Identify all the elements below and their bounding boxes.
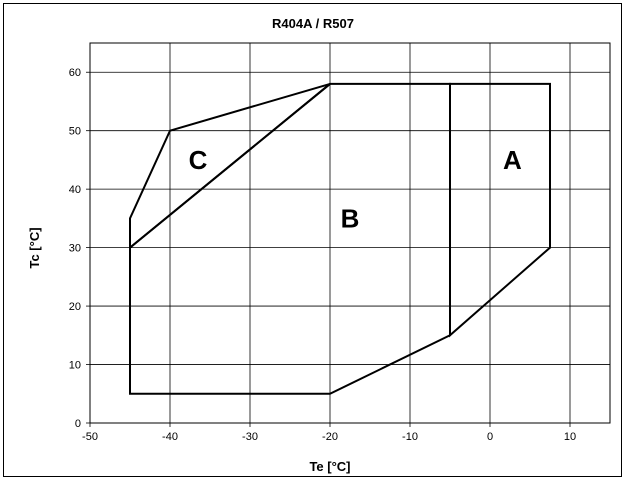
y-tick-label: 40 (69, 184, 81, 196)
chart-title: R404A / R507 (272, 16, 354, 31)
y-tick-label: 0 (75, 418, 81, 430)
operating-envelope: A B C (129, 82, 551, 395)
x-tick-label: -40 (162, 431, 178, 443)
region-c-outline (129, 82, 331, 250)
x-tick-label: -10 (402, 431, 418, 443)
region-b-label: B (341, 203, 360, 233)
x-tick-label: -20 (322, 431, 338, 443)
region-a-label: A (503, 145, 522, 175)
x-tick-label: -30 (242, 431, 258, 443)
y-tick-label: 30 (69, 243, 81, 255)
y-tick-label: 60 (69, 67, 81, 79)
y-tick-label: 50 (69, 126, 81, 138)
plot-area (89, 42, 611, 424)
chart-frame (3, 3, 622, 477)
x-tick-label: 0 (487, 431, 493, 443)
y-tick-label: 20 (69, 301, 81, 313)
y-axis-label: Tc [°C] (27, 227, 42, 268)
x-axis-label: Te [°C] (309, 459, 350, 474)
x-tick-label: -50 (82, 431, 98, 443)
region-c-label: C (189, 145, 208, 175)
y-tick-label: 10 (69, 360, 81, 372)
axis-ticks: -50 -40 -30 -20 -10 0 10 0 10 20 30 40 50 60 (69, 67, 576, 443)
x-tick-label: 10 (564, 431, 576, 443)
region-a-outline (449, 82, 551, 338)
